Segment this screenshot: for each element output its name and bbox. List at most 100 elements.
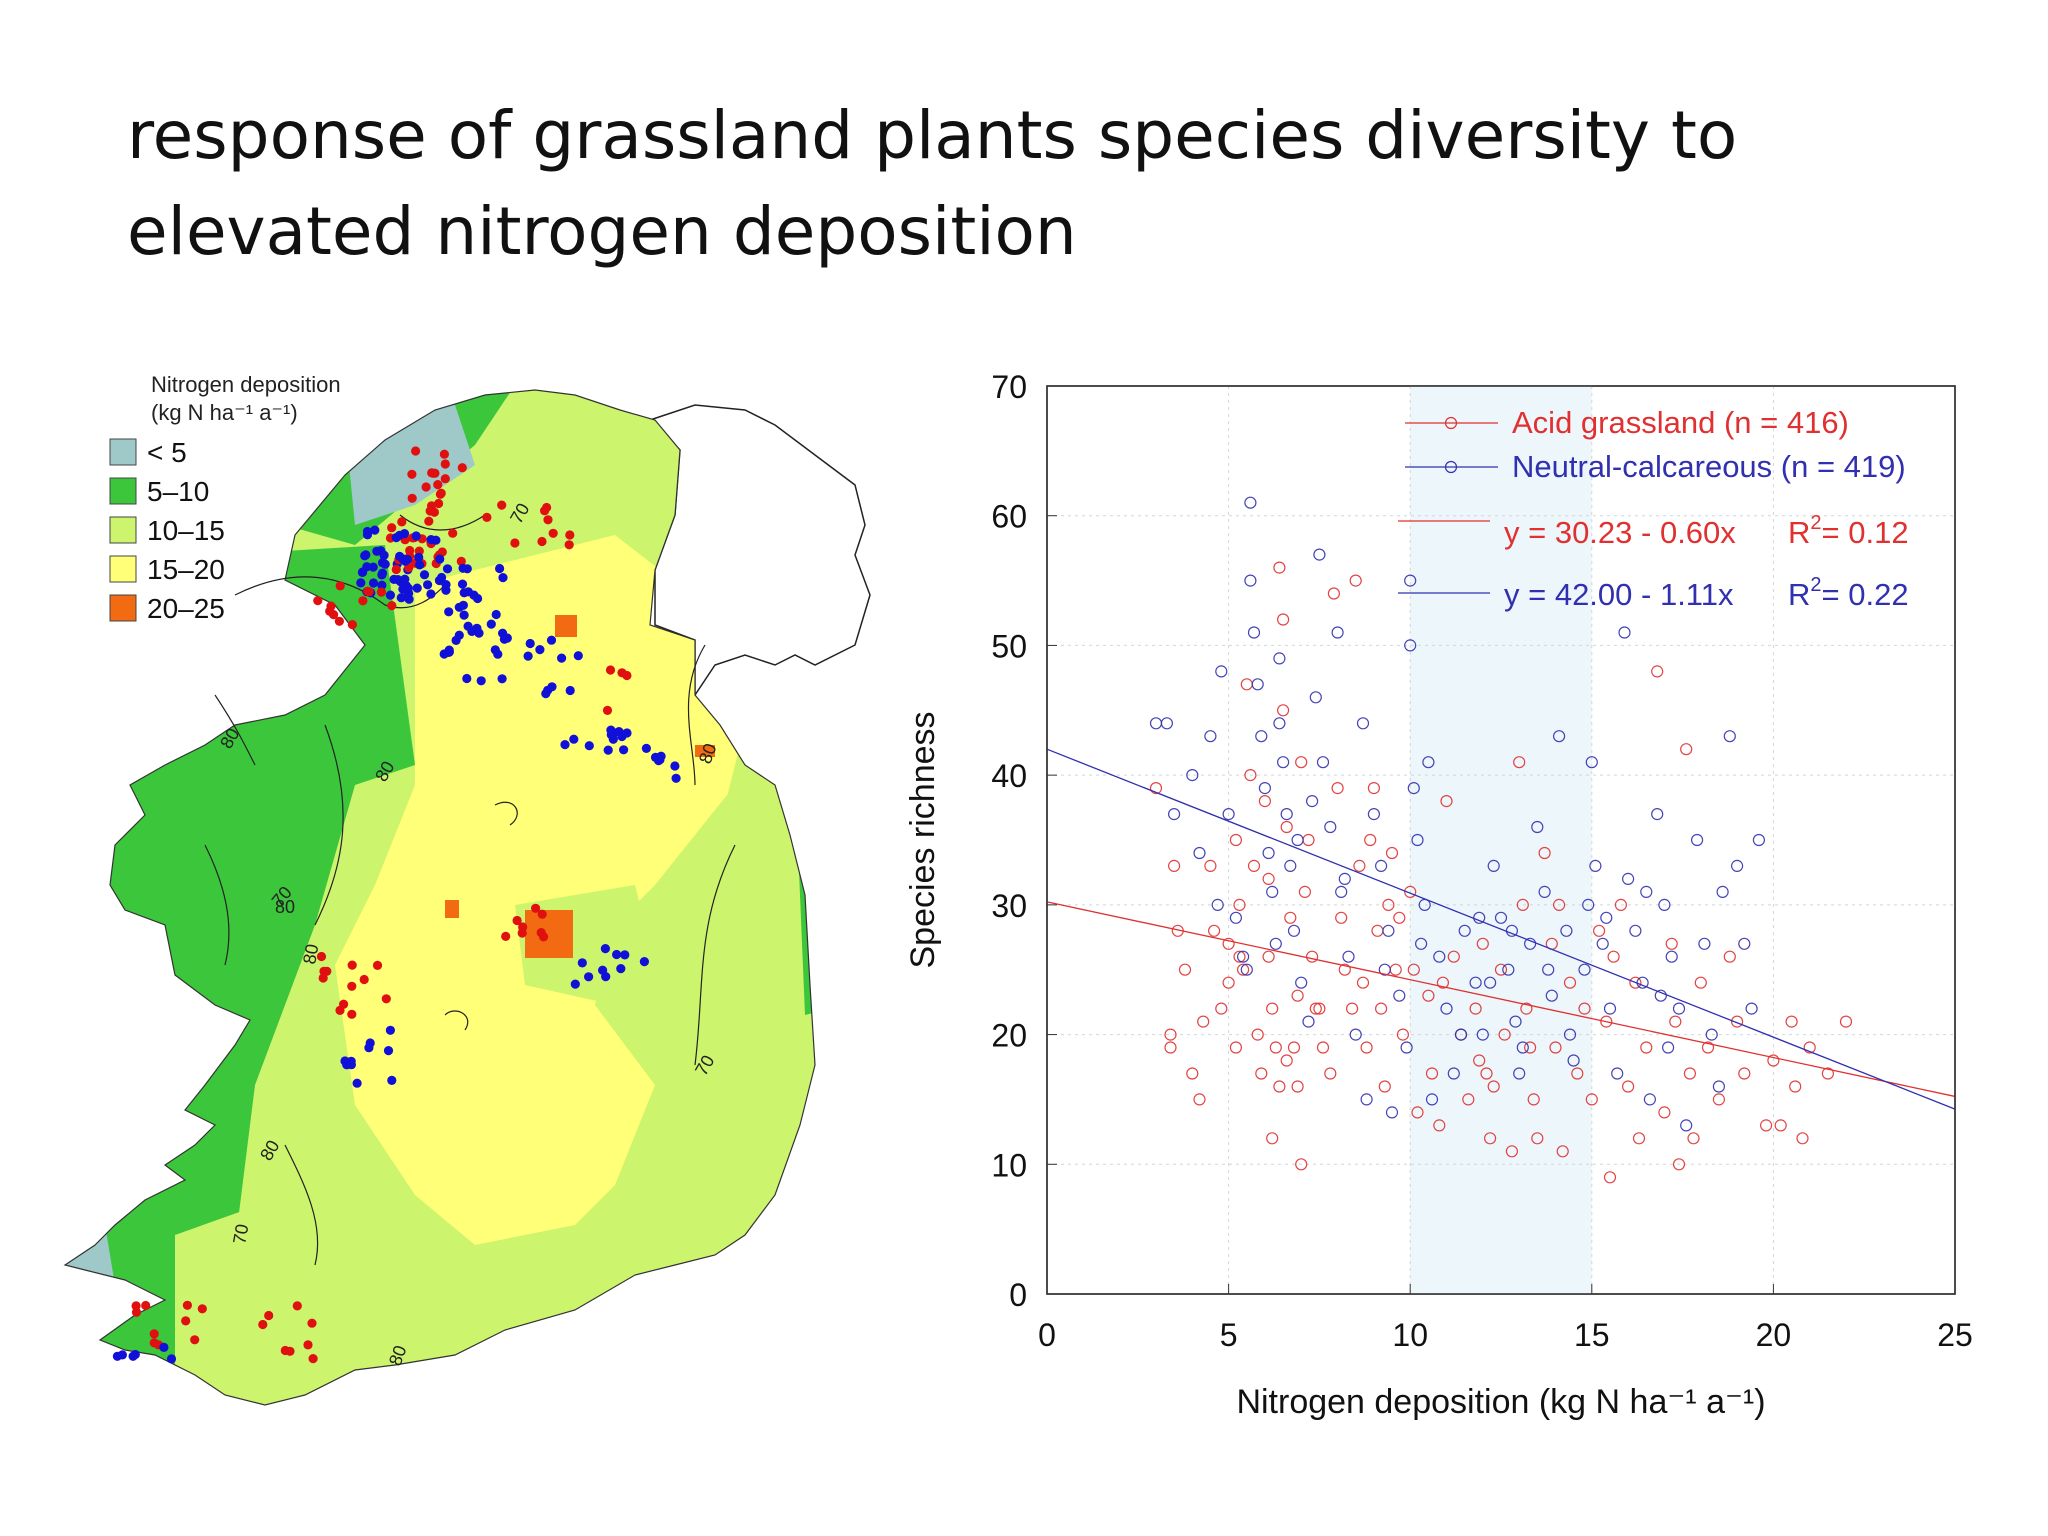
neutral-point bbox=[1287, 924, 1301, 937]
neutral-site-dot bbox=[606, 725, 616, 735]
neutral-site-dot bbox=[400, 556, 410, 566]
neutral-point bbox=[1309, 691, 1322, 704]
acid-point bbox=[1498, 1028, 1511, 1041]
neutral-point bbox=[1367, 808, 1380, 821]
neutral-point bbox=[1538, 885, 1551, 899]
neutral-site-dot bbox=[454, 630, 464, 640]
neutral-site-dot bbox=[395, 530, 405, 540]
acid-point bbox=[1683, 1067, 1697, 1080]
acid-point bbox=[1353, 859, 1366, 872]
neutral-point bbox=[1313, 548, 1326, 561]
acid-point bbox=[1164, 1028, 1177, 1041]
acid-site-dot bbox=[376, 587, 386, 597]
neutral-point bbox=[1469, 976, 1482, 989]
neutral-point bbox=[1654, 989, 1667, 1002]
neutral-point bbox=[1262, 846, 1275, 860]
acid-site-dot bbox=[347, 1009, 357, 1019]
neutral-site-dot bbox=[476, 676, 486, 686]
neutral-site-dot bbox=[497, 674, 507, 684]
acid-point bbox=[1356, 976, 1370, 989]
neutral-point bbox=[1730, 859, 1744, 872]
acid-site-dot bbox=[407, 469, 417, 479]
acid-point bbox=[1640, 1041, 1653, 1054]
legend-label-4: 20–25 bbox=[147, 593, 225, 624]
acid-site-dot bbox=[347, 960, 357, 970]
neutral-site-dot bbox=[457, 579, 468, 589]
neutral-site-dot bbox=[612, 949, 622, 960]
neutral-site-dot bbox=[385, 590, 395, 600]
acid-site-dot bbox=[548, 528, 558, 538]
acid-point bbox=[1291, 1080, 1304, 1093]
acid-site-dot bbox=[131, 1301, 141, 1311]
neutral-point bbox=[1324, 820, 1337, 834]
neutral-point bbox=[1502, 963, 1515, 976]
acid-point bbox=[1273, 561, 1286, 574]
acid-point bbox=[1262, 950, 1275, 963]
neutral-site-dot bbox=[462, 673, 472, 684]
x-axis-ticks: 0 5 10 15 20 25 bbox=[1038, 1284, 1973, 1353]
acid-site-dot bbox=[258, 1319, 268, 1330]
acid-point bbox=[1407, 963, 1420, 976]
acid-site-dot bbox=[308, 1354, 318, 1364]
legend-swatch-3 bbox=[109, 555, 137, 583]
acid-point bbox=[1520, 1002, 1533, 1015]
neutral-site-dot bbox=[639, 957, 650, 967]
neutral-point bbox=[1400, 1041, 1413, 1054]
acid-point bbox=[1712, 1093, 1726, 1106]
ireland-coastline bbox=[63, 389, 816, 1406]
neutral-site-dot bbox=[400, 574, 410, 584]
acid-site-dot bbox=[456, 556, 466, 566]
acid-site-dot bbox=[540, 506, 550, 516]
ireland-deposition-map: 70 80 80 70 80 80 70 80 80 70 80 Nitrogen depositi… bbox=[55, 365, 885, 1435]
y-tick-label: 10 bbox=[991, 1147, 1027, 1183]
neutral-site-dot bbox=[385, 1025, 395, 1035]
acid-point bbox=[1694, 976, 1707, 989]
neutral-site-dot bbox=[404, 594, 414, 604]
neutral-site-dot bbox=[671, 773, 681, 783]
neutral-point bbox=[1716, 885, 1729, 899]
acid-point bbox=[1269, 1041, 1282, 1054]
acid-point bbox=[1273, 1080, 1286, 1093]
acid-site-dot bbox=[391, 564, 401, 575]
neutral-site-dot bbox=[441, 585, 451, 595]
acid-point bbox=[1759, 1119, 1773, 1132]
neutral-point bbox=[1284, 859, 1297, 872]
acid-point bbox=[1215, 1002, 1228, 1015]
acid-point bbox=[1505, 1145, 1519, 1158]
neutral-site-dot bbox=[619, 745, 629, 755]
neutral-site-dot bbox=[387, 1075, 397, 1085]
x-tick-label: 15 bbox=[1574, 1317, 1610, 1353]
neutral-site-dot bbox=[577, 958, 587, 968]
acid-point bbox=[1494, 963, 1508, 976]
acid-point bbox=[1563, 976, 1577, 989]
acid-point bbox=[1476, 937, 1489, 950]
neutral-point bbox=[1618, 626, 1631, 639]
acid-point bbox=[1349, 574, 1362, 587]
acid-site-dot bbox=[436, 488, 446, 498]
acid-site-dot bbox=[457, 463, 467, 473]
neutral-point bbox=[1738, 937, 1751, 950]
data-points bbox=[1149, 496, 1853, 1184]
acid-point bbox=[1375, 1002, 1388, 1015]
acid-site-dot bbox=[565, 530, 575, 540]
acid-point bbox=[1839, 1015, 1853, 1028]
acid-point bbox=[1197, 1015, 1210, 1028]
neutral-point bbox=[1440, 1002, 1453, 1015]
neutral-site-dot bbox=[368, 562, 378, 572]
neutral-point bbox=[1672, 1002, 1686, 1015]
acid-point bbox=[1672, 1158, 1686, 1171]
acid-site-dot bbox=[433, 480, 443, 490]
acid-point bbox=[1284, 911, 1297, 924]
acid-site-dot bbox=[182, 1300, 192, 1310]
neutral-point bbox=[1316, 756, 1330, 769]
x-axis-label: Nitrogen deposition (kg N ha⁻¹ a⁻¹) bbox=[1236, 1383, 1765, 1421]
acid-point bbox=[1621, 1080, 1635, 1093]
x-tick-label: 0 bbox=[1038, 1317, 1056, 1353]
acid-site-dot bbox=[318, 973, 328, 983]
neutral-site-dot bbox=[444, 607, 454, 617]
acid-site-dot bbox=[517, 928, 527, 938]
neutral-point bbox=[1393, 989, 1406, 1002]
acid-point bbox=[1266, 1132, 1279, 1145]
acid-site-dot bbox=[622, 670, 632, 681]
acid-point bbox=[1280, 820, 1293, 834]
